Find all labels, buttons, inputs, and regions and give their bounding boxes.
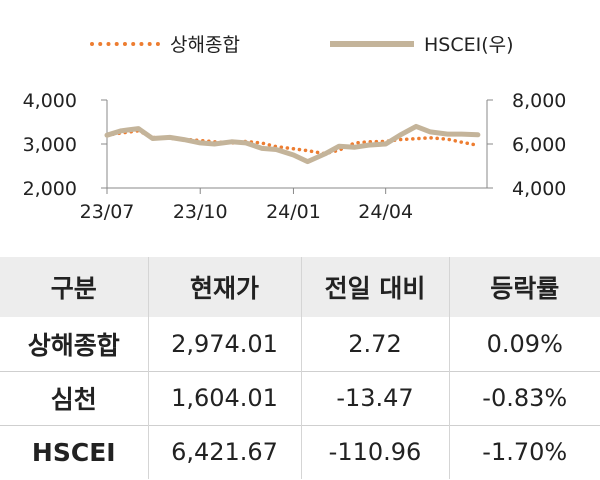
row-label: 상해종합 bbox=[27, 330, 120, 360]
legend-label-shanghai: 상해종합 bbox=[170, 34, 240, 56]
table-row: HSCEI 6,421.67 -110.96 -1.70% bbox=[0, 425, 600, 479]
pct-cell: -0.83% bbox=[448, 371, 600, 425]
change-cell: 2.72 bbox=[300, 317, 449, 371]
y-left-tick-label: 2,000 bbox=[23, 178, 77, 200]
x-tick-label: 23/10 bbox=[173, 201, 228, 223]
table-header-row: 구분 현재가 전일 대비 등락률 bbox=[0, 257, 600, 317]
y-left-tick-label: 4,000 bbox=[23, 90, 77, 112]
price-cell: 2,974.01 bbox=[147, 317, 301, 371]
quote-table: 구분 현재가 전일 대비 등락률 상해종합 2,974.01 2.72 0.09… bbox=[0, 257, 600, 479]
table-row: 심천 1,604.01 -13.47 -0.83% bbox=[0, 371, 600, 425]
legend-swatch-shanghai bbox=[90, 41, 160, 46]
price-cell: 1,604.01 bbox=[147, 371, 301, 425]
row-label: HSCEI bbox=[31, 437, 116, 467]
y-right-tick-label: 6,000 bbox=[512, 134, 566, 156]
pct-cell: -1.70% bbox=[448, 425, 600, 479]
change-cell: -110.96 bbox=[300, 425, 449, 479]
table-row: 상해종합 2,974.01 2.72 0.09% bbox=[0, 317, 600, 371]
x-tick-label: 23/07 bbox=[80, 201, 135, 223]
y-right-tick-label: 4,000 bbox=[512, 178, 566, 200]
legend-item-shanghai: 상해종합 bbox=[90, 30, 240, 57]
x-tick-label: 24/04 bbox=[358, 201, 413, 223]
chart-legend: 상해종합 HSCEI(우) bbox=[0, 30, 600, 56]
column-header: 등락률 bbox=[448, 257, 600, 317]
pct-cell: 0.09% bbox=[448, 317, 600, 371]
index-chart: 4,000 3,000 2,000 8,000 6,000 4,000 23/07 23/10… bbox=[23, 90, 567, 223]
y-right-tick-label: 8,000 bbox=[512, 90, 566, 112]
legend-label-hscei: HSCEI(우) bbox=[424, 34, 514, 56]
column-header: 구분 bbox=[50, 274, 97, 303]
y-left-tick-label: 3,000 bbox=[23, 134, 77, 156]
column-header: 전일 대비 bbox=[300, 257, 449, 317]
change-cell: -13.47 bbox=[300, 371, 449, 425]
legend-swatch-hscei bbox=[330, 40, 414, 47]
price-cell: 6,421.67 bbox=[147, 425, 301, 479]
row-label: 심천 bbox=[50, 385, 97, 414]
x-tick-label: 24/01 bbox=[266, 201, 321, 223]
legend-item-hscei: HSCEI(우) bbox=[330, 30, 514, 57]
column-header: 현재가 bbox=[147, 257, 301, 317]
series-line-shanghai bbox=[105, 129, 480, 156]
series-line-hscei bbox=[104, 123, 481, 165]
